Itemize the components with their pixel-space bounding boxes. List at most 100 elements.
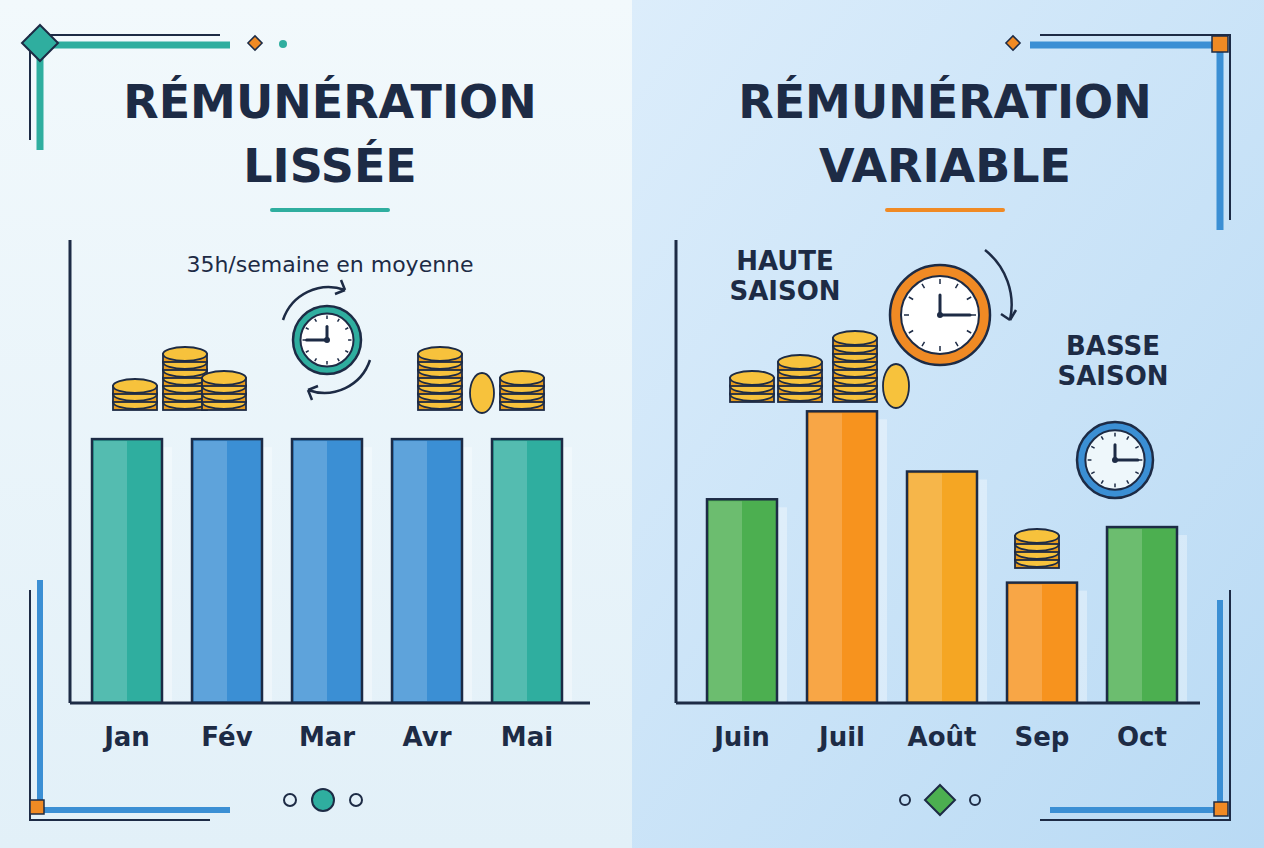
clock-tick — [1091, 446, 1094, 448]
clock-tick — [306, 351, 309, 353]
annotation-line: SAISON — [729, 276, 840, 306]
panel-background — [632, 0, 1264, 848]
clock-tick — [904, 314, 909, 316]
title-line: LISSÉE — [243, 139, 416, 193]
clock-hand — [307, 339, 327, 342]
annotation: HAUTESAISON — [729, 246, 840, 306]
clock-tick — [1127, 436, 1129, 439]
clock-face — [300, 313, 353, 366]
clock-tick — [1101, 480, 1103, 483]
coin — [418, 347, 462, 361]
coin — [113, 379, 157, 393]
y-axis — [69, 240, 72, 703]
bar — [807, 411, 877, 703]
x-tick-label: Mar — [299, 722, 355, 752]
coin-stack — [418, 347, 462, 410]
frame-dot — [1006, 36, 1020, 50]
clock-tick — [909, 297, 913, 300]
frame-dot — [248, 36, 262, 50]
title-underline — [270, 208, 390, 212]
bar — [392, 439, 462, 703]
bar — [492, 439, 562, 703]
x-tick-label: Jan — [102, 722, 150, 752]
coin-stack — [730, 371, 774, 402]
frame-diamond — [925, 785, 955, 815]
clock-tick — [956, 342, 959, 346]
x-tick-label: Oct — [1117, 722, 1167, 752]
bar-highlight — [909, 474, 942, 702]
clock-tick — [1088, 459, 1092, 461]
panel-background — [0, 0, 632, 848]
arrow — [985, 250, 1012, 320]
coin-stack — [833, 331, 877, 402]
coin — [1015, 529, 1059, 543]
y-axis — [675, 240, 678, 703]
clock-tick — [967, 331, 971, 334]
frame-square — [1214, 802, 1228, 816]
clock-tick — [1114, 433, 1116, 437]
page: {"chart_data": [ {"type": "bar", "title"… — [0, 0, 1264, 848]
clock-ring — [890, 265, 990, 365]
x-tick-label: Sep — [1015, 722, 1070, 752]
coin-stack — [500, 371, 544, 410]
clock-tick — [1127, 480, 1129, 483]
title-line: RÉMUNÉRATION — [738, 75, 1151, 129]
clock-tick — [326, 361, 328, 364]
x-tick-label: Fév — [201, 722, 252, 752]
bar-highlight — [94, 441, 127, 701]
bar — [907, 472, 977, 704]
clock-tick — [345, 328, 348, 330]
frame-dot — [279, 40, 287, 48]
frame-dot — [900, 795, 910, 805]
frame-diamond — [22, 25, 58, 61]
frame-dot — [312, 789, 334, 811]
clock-tick — [922, 284, 925, 288]
bar — [707, 499, 777, 703]
title-line: RÉMUNÉRATION — [123, 75, 536, 129]
clock-face — [1085, 430, 1144, 489]
frame — [1030, 45, 1220, 230]
bar — [1007, 583, 1077, 703]
clock-tick — [348, 339, 351, 341]
clock-tick — [306, 328, 309, 330]
bar-highlight — [1009, 585, 1042, 701]
bar-highlight — [294, 441, 327, 701]
coin-stack — [778, 355, 822, 402]
clock-tick — [1114, 484, 1116, 488]
annotation-line: HAUTE — [736, 246, 834, 276]
clock-tick — [939, 346, 941, 351]
coin — [163, 347, 207, 361]
x-axis — [70, 702, 590, 705]
coin — [202, 371, 246, 385]
bar — [92, 439, 162, 703]
bar-highlight — [809, 413, 842, 701]
arrow-head — [308, 386, 318, 400]
frame-dot — [350, 794, 362, 806]
x-tick-label: Août — [908, 722, 977, 752]
clock-icon — [1077, 422, 1153, 498]
bar-highlight — [194, 441, 227, 701]
clock-tick — [345, 351, 348, 353]
coin — [500, 371, 544, 385]
clock-tick — [315, 358, 317, 361]
x-tick-label: Avr — [403, 722, 452, 752]
clock-center — [937, 312, 943, 318]
coin-stack — [202, 371, 246, 410]
x-axis — [676, 702, 1200, 705]
bar-highlight — [709, 501, 742, 701]
cycle-arrows — [283, 280, 370, 400]
clock-tick — [909, 331, 913, 334]
bar — [292, 439, 362, 703]
clock-tick — [1135, 446, 1138, 448]
x-tick-label: Juin — [712, 722, 770, 752]
clock-center — [1112, 457, 1118, 463]
clock-icon — [293, 306, 361, 374]
clock-hand — [1115, 459, 1138, 462]
subtitle: 35h/semaine en moyenne — [186, 252, 473, 277]
coin-tilted — [883, 364, 909, 408]
clock-tick — [315, 319, 317, 322]
clock-center — [324, 337, 330, 343]
clock-tick — [1091, 472, 1094, 474]
arrow-head — [335, 280, 345, 294]
clock-tick — [338, 358, 340, 361]
